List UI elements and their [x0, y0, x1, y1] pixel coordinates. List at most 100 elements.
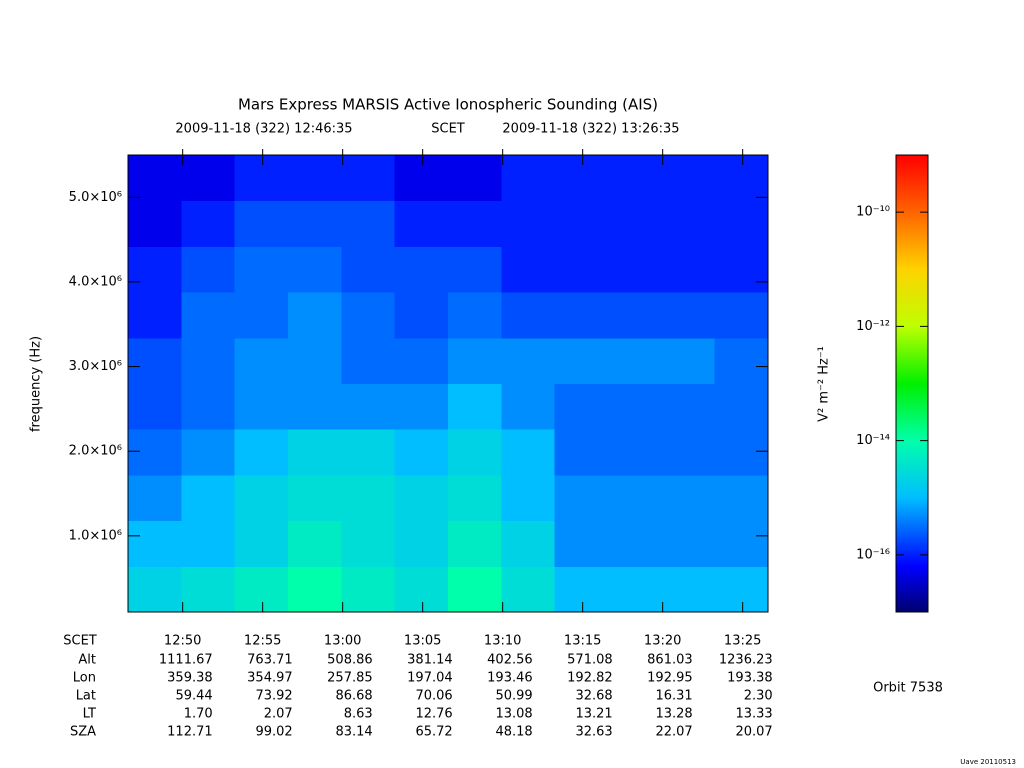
heatmap-cell [661, 200, 716, 247]
colorbar-tick-label: 10⁻¹² [856, 319, 890, 334]
heatmap-cell [661, 246, 716, 293]
heatmap-cell [181, 520, 236, 567]
heatmap-cell [501, 337, 556, 384]
ephemeris-value: 257.85 [327, 671, 373, 686]
heatmap-cell [608, 429, 662, 476]
heatmap-cell [501, 200, 556, 247]
heatmap-cell [448, 566, 502, 613]
x-tick-label: 13:25 [724, 634, 761, 649]
heatmap-cell [341, 520, 396, 567]
heatmap-cell [608, 337, 662, 384]
heatmap-cell [288, 520, 342, 567]
plot-frame [127, 154, 769, 613]
heatmap-cell [714, 200, 769, 247]
heatmap-cell [714, 337, 769, 384]
heatmap-cell [661, 337, 716, 384]
heatmap-cell [448, 520, 502, 567]
ephemeris-value: 192.82 [567, 671, 613, 686]
heatmap-cell [181, 246, 236, 293]
ephemeris-value: 508.86 [327, 653, 373, 668]
y-tick-label: 3.0×10⁶ [69, 359, 122, 374]
heatmap-cell [341, 337, 396, 384]
ephemeris-value: 50.99 [495, 689, 532, 704]
y-axis-label: frequency (Hz) [29, 336, 44, 432]
heatmap-cell [288, 429, 342, 476]
heatmap-cell [554, 337, 609, 384]
heatmap-cell [714, 429, 769, 476]
heatmap-cell [181, 383, 236, 430]
heatmap-cell [128, 246, 182, 293]
heatmap-cell [128, 520, 182, 567]
heatmap-cell [234, 292, 289, 339]
heatmap-cell [394, 155, 449, 202]
ephemeris-value: 861.03 [647, 653, 693, 668]
ephemeris-value: 193.38 [727, 671, 773, 686]
heatmap-cell [128, 155, 182, 202]
footer: Uave 20110513 [960, 758, 1016, 766]
heatmap-cell [608, 246, 662, 293]
y-tick-label: 1.0×10⁶ [69, 528, 122, 543]
heatmap-cell [234, 337, 289, 384]
ephemeris-value: 32.63 [575, 725, 612, 740]
colorbar [895, 154, 929, 613]
heatmap-cell [394, 337, 449, 384]
heatmap-cell [288, 383, 342, 430]
heatmap-cell [554, 292, 609, 339]
end-time: 2009-11-18 (322) 13:26:35 [502, 122, 679, 137]
heatmap-cell [608, 383, 662, 430]
ephemeris-row-label: LT [83, 707, 96, 722]
heatmap-cell [501, 155, 556, 202]
heatmap-cell [554, 200, 609, 247]
heatmap-cell [288, 155, 342, 202]
heatmap-cell [554, 429, 609, 476]
heatmap-cell [448, 200, 502, 247]
heatmap-cell [288, 566, 342, 613]
scet-label: SCET [63, 634, 97, 649]
heatmap-cell [341, 200, 396, 247]
heatmap-cell [288, 337, 342, 384]
ephemeris-value: 1111.67 [159, 653, 213, 668]
heatmap-cell [661, 383, 716, 430]
heatmap-cell [554, 155, 609, 202]
heatmap-cell [234, 200, 289, 247]
orbit-label: Orbit 7538 [873, 681, 943, 696]
heatmap-cell [128, 474, 182, 522]
heatmap-cell [661, 292, 716, 339]
heatmap-cell [608, 292, 662, 339]
ephemeris-value: 381.14 [407, 653, 453, 668]
ephemeris-value: 13.08 [495, 707, 532, 722]
ephemeris-row-label: Lon [73, 671, 96, 686]
x-tick-label: 13:05 [404, 634, 441, 649]
heatmap-cell [341, 383, 396, 430]
ephemeris-value: 73.92 [255, 689, 292, 704]
heatmap-cell [554, 520, 609, 567]
chart-title: Mars Express MARSIS Active Ionospheric S… [238, 96, 658, 114]
heatmap-cell [608, 566, 662, 613]
ephemeris-value: 2.30 [744, 689, 773, 704]
ephemeris-value: 359.38 [167, 671, 213, 686]
heatmap-cell [181, 337, 236, 384]
ephemeris-value: 22.07 [655, 725, 692, 740]
colorbar-tick-label: 10⁻¹⁰ [856, 205, 890, 220]
heatmap-cell [501, 246, 556, 293]
ephemeris-value: 13.33 [735, 707, 772, 722]
heatmap-cell [554, 566, 609, 613]
heatmap-cell [714, 383, 769, 430]
heatmap-cell [608, 200, 662, 247]
ephemeris-value: 59.44 [175, 689, 212, 704]
ephemeris-value: 192.95 [647, 671, 693, 686]
heatmap-cell [448, 429, 502, 476]
heatmap-cell [128, 292, 182, 339]
ephemeris-value: 83.14 [335, 725, 372, 740]
x-tick-label: 13:00 [324, 634, 361, 649]
ephemeris-value: 1.70 [184, 707, 213, 722]
x-tick-label: 13:15 [564, 634, 601, 649]
x-tick-label: 13:10 [484, 634, 521, 649]
heatmap-cell [181, 155, 236, 202]
ephemeris-row-label: Lat [76, 689, 96, 704]
ephemeris-row-label: SZA [70, 725, 96, 740]
heatmap-cell [234, 520, 289, 567]
heatmap-cell [341, 429, 396, 476]
heatmap-cell [288, 292, 342, 339]
